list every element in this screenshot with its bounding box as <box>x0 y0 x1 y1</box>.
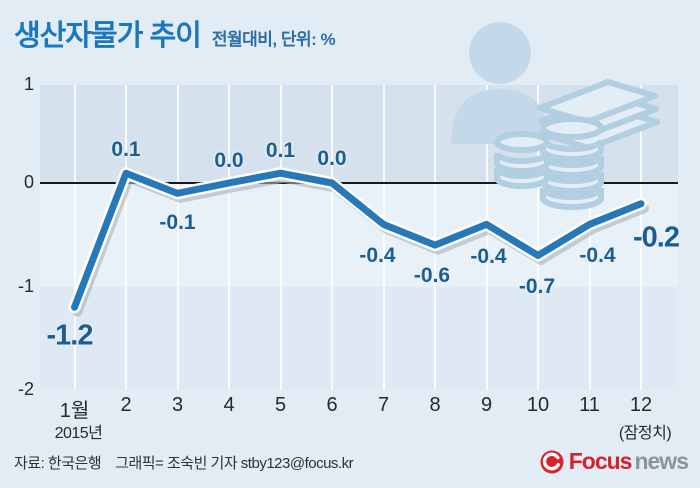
value-label: -0.2 <box>633 221 680 254</box>
chart-header: 생산자물가 추이 전월대비, 단위: % <box>14 12 336 54</box>
value-label: -0.4 <box>579 244 616 268</box>
month-gridline <box>228 85 230 390</box>
x-tick-label: 4 <box>223 394 235 416</box>
x-tick-label: 5 <box>274 394 287 416</box>
value-label: -0.6 <box>413 264 451 288</box>
x-tick-label: 9 <box>480 394 493 416</box>
y-tick-label: -2 <box>17 379 34 399</box>
x-tick-label: 7 <box>377 394 390 416</box>
plot-band <box>40 286 678 390</box>
zero-axis-line <box>40 182 678 184</box>
y-tick-label: 1 <box>23 74 34 94</box>
y-tick-label: -1 <box>17 275 34 296</box>
month-gridline <box>176 85 179 390</box>
coin-stack-icon <box>494 116 604 210</box>
value-label: -0.4 <box>470 245 507 269</box>
x-tick-label: 1월 <box>59 400 90 422</box>
month-gridline <box>331 85 333 390</box>
month-gridline <box>279 85 282 390</box>
month-gridline <box>434 85 436 390</box>
x-tick-label: 8 <box>429 394 441 416</box>
x-tick-label: 12 <box>629 394 653 416</box>
month-gridline <box>125 85 127 390</box>
chart-subtitle: 전월대비, 단위: % <box>211 30 336 49</box>
focusnews-logo: Focus news <box>539 448 689 475</box>
x-tick-label: 6 <box>326 394 338 416</box>
month-gridline <box>485 85 488 390</box>
x-axis-sub-label: (잠정치) <box>618 425 672 442</box>
credit-text: 그래픽= 조숙빈 기자 stby123@focus.kr <box>115 455 354 472</box>
x-tick-label: 2 <box>120 394 132 416</box>
month-gridline <box>537 85 539 390</box>
month-gridline <box>588 85 591 390</box>
value-label: -1.2 <box>46 319 94 352</box>
chart-title: 생산자물가 추이 <box>14 20 202 52</box>
value-label: 0.0 <box>214 149 244 172</box>
month-gridline <box>73 85 76 390</box>
value-label: -0.1 <box>159 211 196 235</box>
focusnews-logo-icon <box>540 450 564 473</box>
value-label: 0.1 <box>265 139 296 163</box>
value-label: 0.0 <box>317 147 347 170</box>
x-tick-label: 3 <box>171 394 184 416</box>
x-tick-label: 10 <box>526 394 550 416</box>
value-label: 0.1 <box>111 138 141 162</box>
footer-credits: 자료: 한국은행 그래픽= 조숙빈 기자 stby123@focus.kr <box>14 452 367 473</box>
month-gridline <box>640 85 642 390</box>
logo-text-focus: Focus <box>568 448 633 474</box>
x-axis-sub-label: 2015년 <box>54 425 103 442</box>
value-label: -0.7 <box>518 275 556 299</box>
person-icon <box>451 22 549 144</box>
x-tick-label: 11 <box>579 394 600 416</box>
month-gridline <box>382 85 385 390</box>
source-text: 자료: 한국은행 <box>14 455 102 472</box>
logo-text-news: news <box>634 448 689 474</box>
value-label: -0.4 <box>359 244 396 268</box>
y-tick-label: 0 <box>23 172 34 192</box>
trend-line-main <box>71 169 645 311</box>
